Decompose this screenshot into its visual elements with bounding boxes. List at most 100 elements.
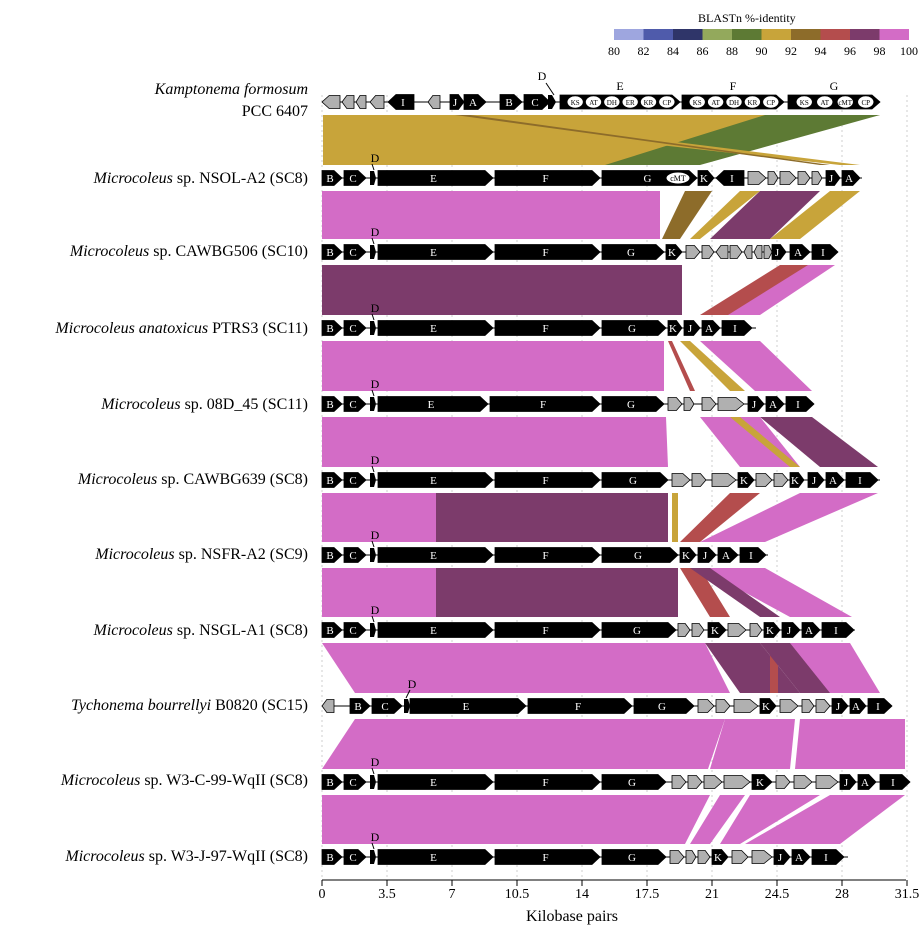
gene-D: [404, 699, 410, 713]
gene-I: [845, 472, 879, 488]
gene-label-D: D: [371, 151, 380, 165]
domain-DH: [603, 95, 621, 109]
domain-label-DH: DH: [729, 99, 739, 107]
gene-K: [665, 244, 683, 260]
ribbon-6-7-purple2: [690, 568, 780, 617]
gene-arrow-grey: [703, 775, 723, 789]
gene-A: [717, 547, 739, 563]
gene-label-F: F: [575, 701, 581, 713]
ribbon-3-4-right: [700, 341, 812, 391]
gene-arrow-grey: [701, 245, 715, 259]
gene-label-J: J: [775, 247, 780, 259]
gene-D-marker: [371, 163, 375, 171]
gene-label-J: J: [453, 97, 458, 109]
x-axis-tick-label: 0: [318, 887, 326, 902]
gene-label-F: F: [542, 777, 548, 789]
gene-F: [527, 698, 633, 714]
gene-arrow-grey: [691, 473, 707, 487]
ribbon-3-4-red: [668, 341, 695, 391]
gene-arrow-grey: [815, 699, 831, 713]
gene-label-D: D: [371, 301, 380, 315]
gene-J: [747, 396, 765, 412]
gene-label-E: E: [616, 79, 623, 93]
gene-arrow-grey: [427, 95, 441, 109]
gene-D-marker: [371, 389, 375, 397]
gene-arrow-grey: [321, 95, 341, 109]
gene-J: [683, 320, 701, 336]
x-axis-tick-label: 28: [835, 887, 849, 902]
ribbon-6-7-pink2: [700, 568, 852, 617]
gene-arrow-grey: [747, 171, 767, 185]
ribbon-6-7-red: [680, 568, 730, 617]
gene-A: [857, 774, 877, 790]
gene-label-F: F: [542, 247, 548, 259]
domain-label-KS: KS: [693, 99, 702, 107]
gene-I: [811, 244, 839, 260]
gene-C: [343, 244, 367, 260]
gene-label-K: K: [711, 625, 719, 637]
ribbon-5-6-pink: [322, 493, 436, 542]
track-label-5: Microcoleus sp. CAWBG639 (SC8): [77, 471, 308, 488]
gene-E: [377, 622, 494, 638]
gene-arrow-grey: [763, 245, 773, 259]
gene-arrow-grey: [723, 775, 751, 789]
gene-A: [791, 849, 811, 865]
gene-G: [601, 774, 667, 790]
gene-I: [821, 622, 855, 638]
gene-label-A: A: [795, 852, 803, 864]
gene-D: [370, 850, 376, 864]
track-label-0: Kamptonema formosum: [154, 81, 308, 98]
gene-arrow-grey: [697, 699, 715, 713]
gene-arrow-grey: [733, 699, 759, 713]
gene-label-G: G: [627, 247, 635, 259]
track-label-3: Microcoleus anatoxicus PTRS3 (SC11): [55, 320, 308, 337]
gene-A: [789, 244, 811, 260]
legend-tick: 84: [667, 44, 679, 58]
gene-C: [343, 320, 367, 336]
legend-swatch: [879, 29, 909, 40]
gene-label-J: J: [752, 399, 757, 411]
gene-label-G: G: [628, 323, 636, 335]
gene-label-D: D: [371, 377, 380, 391]
gene-label-C: C: [381, 701, 388, 713]
ribbon-5-6-gold: [672, 493, 678, 542]
gene-B: [321, 170, 343, 186]
ribbon-1-2-main: [322, 191, 660, 239]
gene-arrow-grey: [685, 850, 697, 864]
gene-label-I: I: [876, 701, 880, 713]
domain-label-AT: AT: [589, 99, 598, 107]
gene-label-C: C: [349, 247, 356, 259]
gene-A: [701, 320, 721, 336]
gene-K: [789, 472, 805, 488]
gene-D: [370, 397, 376, 411]
gene-label-I: I: [733, 323, 737, 335]
gene-label-I: I: [730, 173, 734, 185]
track-label-0-line2: PCC 6407: [241, 103, 308, 120]
gene-label-G: G: [628, 777, 636, 789]
gene-label-G: G: [658, 701, 666, 713]
domain-KR: [640, 95, 657, 109]
x-axis-tick-label: 14: [575, 887, 589, 902]
gene-label-D: D: [538, 69, 547, 83]
legend-tick: 94: [814, 44, 827, 58]
gene-A: [463, 94, 487, 110]
ribbon-1-2-gold: [770, 191, 860, 239]
ribbon-7-8-main: [322, 643, 730, 693]
gene-label-E: E: [430, 550, 437, 562]
gene-arrow-grey: [671, 473, 691, 487]
gene-label-I: I: [749, 550, 753, 562]
x-axis-label: Kilobase pairs: [526, 908, 618, 925]
x-axis-tick-label: 17.5: [634, 887, 660, 902]
gene-label-K: K: [668, 247, 676, 259]
gene-arrow-grey: [749, 623, 763, 637]
gene-G: [601, 622, 677, 638]
gene-label-A: A: [852, 701, 860, 713]
gene-arrow-grey: [767, 171, 779, 185]
domain-KS: [795, 95, 813, 109]
ribbon-9-10-c: [745, 795, 905, 844]
ribbon-1-2-purple: [710, 191, 820, 239]
gene-label-B: B: [326, 173, 333, 185]
gene-arrow-grey: [793, 775, 813, 789]
gene-label-D: D: [408, 677, 417, 691]
gene-I: [387, 94, 415, 110]
